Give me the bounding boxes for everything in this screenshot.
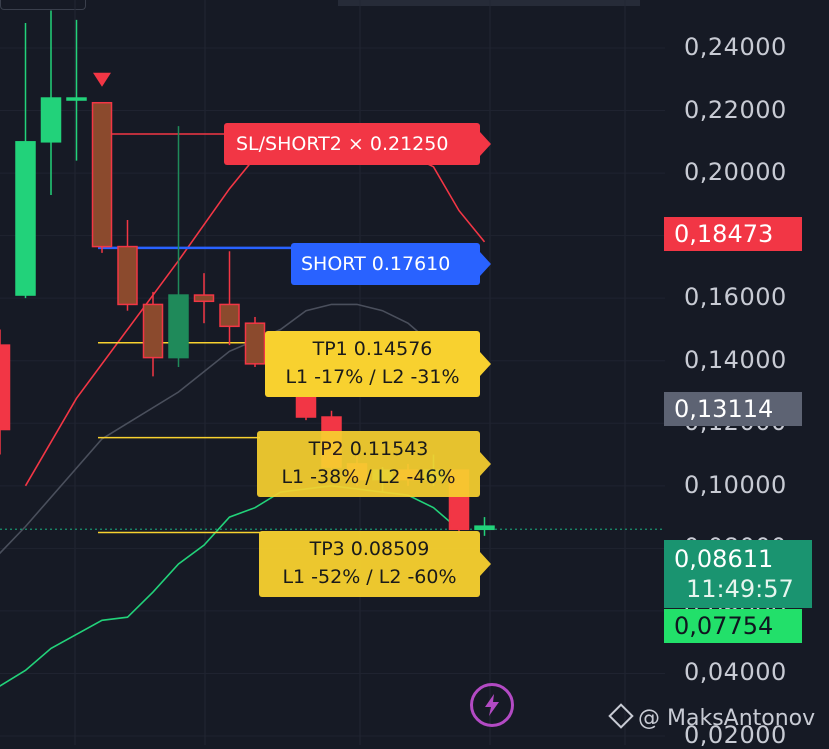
price-badge-green-value: 0,07754 xyxy=(674,612,774,640)
price-badge-gray: 0,13114 xyxy=(664,392,802,426)
short-tag-label: SHORT 0.17610 xyxy=(301,253,451,275)
tp1-tag-tip xyxy=(480,352,491,376)
watermark-text: @ MaksAntonov xyxy=(638,706,816,731)
tp3-tag-tip xyxy=(480,552,491,576)
tp2-tag-tip xyxy=(480,452,491,476)
tp3-tag-title: TP3 0.08509 xyxy=(309,538,430,560)
top-toolbar-strip xyxy=(338,0,640,6)
candle-body-4 xyxy=(91,101,113,248)
candle-body-10 xyxy=(244,322,266,365)
tp1-tag-title: TP1 0.14576 xyxy=(312,338,433,360)
price-badge-red: 0,18473 xyxy=(664,217,802,251)
candle-body-0 xyxy=(0,344,11,431)
candle-body-3 xyxy=(66,97,87,101)
tp1-tag-detail: L1 -17% / L2 -31% xyxy=(285,366,460,388)
y-tick-label: 0,14000 xyxy=(684,345,787,374)
y-tick-label: 0,24000 xyxy=(684,33,787,61)
price-badge-red-value: 0,18473 xyxy=(674,220,774,248)
candle-body-19 xyxy=(474,525,495,531)
y-tick-label: 0,04000 xyxy=(684,658,787,687)
tp3-tag[interactable]: TP3 0.08509 L1 -52% / L2 -60% xyxy=(259,531,491,597)
sl-tag[interactable]: SL/SHORT2 × 0.21250 xyxy=(224,123,491,165)
candle-countdown: 11:49:57 xyxy=(686,575,794,603)
lightning-glyph xyxy=(485,694,499,716)
sl-tag-tip xyxy=(480,132,491,156)
tp1-tag[interactable]: TP1 0.14576 L1 -17% / L2 -31% xyxy=(265,331,491,397)
lightning-icon[interactable] xyxy=(470,683,514,727)
y-tick-label: 0,20000 xyxy=(684,158,787,187)
tp2-tag[interactable]: TP2 0.11543 L1 -38% / L2 -46% xyxy=(257,431,491,497)
candle-body-8 xyxy=(193,294,215,303)
tp3-tag-detail: L1 -52% / L2 -60% xyxy=(282,566,457,588)
tp2-tag-detail: L1 -38% / L2 -46% xyxy=(281,466,456,488)
y-tick-label: 0,16000 xyxy=(684,283,787,312)
candle-body-5 xyxy=(117,245,138,306)
tp2-tag-title: TP2 0.11543 xyxy=(308,438,429,460)
binance-diamond-icon xyxy=(608,703,634,729)
short-tag[interactable]: SHORT 0.17610 xyxy=(291,243,491,285)
y-tick-label: 0,02000 xyxy=(684,721,787,749)
candle-body-7 xyxy=(168,294,189,359)
price-badge-green: 0,07754 xyxy=(664,609,802,643)
y-tick-label: 0,22000 xyxy=(684,95,787,124)
short-tag-tip xyxy=(480,252,491,276)
watermark: @ MaksAntonov xyxy=(608,703,816,731)
sl-tag-label: SL/SHORT2 × 0.21250 xyxy=(236,133,449,155)
price-badge-gray-value: 0,13114 xyxy=(674,395,774,423)
current-price-value: 0,08611 xyxy=(674,545,774,573)
candle-body-6 xyxy=(142,303,164,359)
entry-marker-icon xyxy=(93,72,111,87)
y-tick-label: 0,10000 xyxy=(684,470,787,499)
candle-body-9 xyxy=(219,303,240,328)
top-left-control xyxy=(0,0,86,10)
ma-gray-line xyxy=(0,303,460,555)
candle-body-1 xyxy=(15,141,36,296)
current-price-badge: 0,08611 11:49:57 xyxy=(664,540,812,608)
candle-body-2 xyxy=(40,97,62,143)
